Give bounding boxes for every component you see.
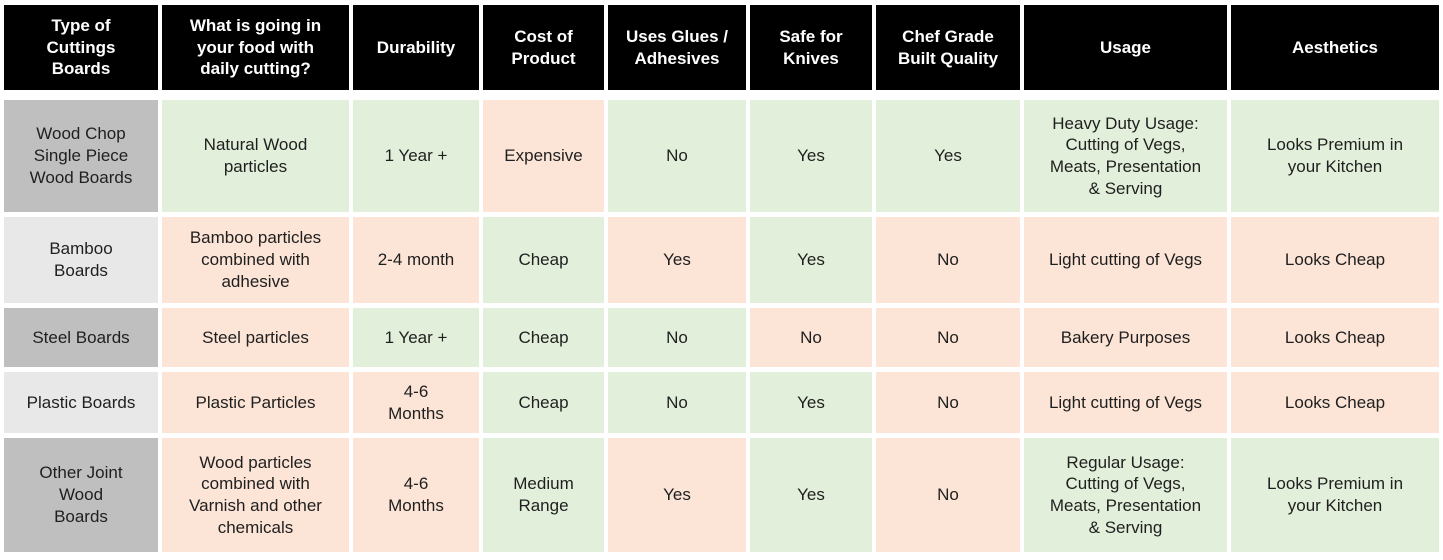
cell-bamboo-knives: Yes — [750, 217, 872, 303]
cell-other-joint-wood-durability: 4-6 Months — [353, 438, 479, 552]
cell-other-joint-wood-food: Wood particles combined with Varnish and… — [162, 438, 349, 552]
row-header-steel: Steel Boards — [4, 308, 158, 367]
cell-steel-cost: Cheap — [483, 308, 604, 367]
column-header-food: What is going in your food with daily cu… — [162, 5, 349, 95]
cell-bamboo-aesthetics: Looks Cheap — [1231, 217, 1439, 303]
cell-steel-food: Steel particles — [162, 308, 349, 367]
cell-bamboo-food: Bamboo particles combined with adhesive — [162, 217, 349, 303]
cell-plastic-durability: 4-6 Months — [353, 372, 479, 433]
column-header-glues: Uses Glues / Adhesives — [608, 5, 746, 95]
cell-bamboo-glues: Yes — [608, 217, 746, 303]
cell-wood-chop-single-piece-aesthetics: Looks Premium in your Kitchen — [1231, 100, 1439, 212]
cell-plastic-chef-grade: No — [876, 372, 1020, 433]
cell-plastic-food: Plastic Particles — [162, 372, 349, 433]
cell-other-joint-wood-knives: Yes — [750, 438, 872, 552]
cell-wood-chop-single-piece-knives: Yes — [750, 100, 872, 212]
row-header-plastic: Plastic Boards — [4, 372, 158, 433]
cell-bamboo-chef-grade: No — [876, 217, 1020, 303]
cell-other-joint-wood-chef-grade: No — [876, 438, 1020, 552]
column-header-type: Type of Cuttings Boards — [4, 5, 158, 95]
column-header-durability: Durability — [353, 5, 479, 95]
column-header-aesthetics: Aesthetics — [1231, 5, 1439, 95]
cell-bamboo-durability: 2-4 month — [353, 217, 479, 303]
cell-plastic-glues: No — [608, 372, 746, 433]
cell-bamboo-usage: Light cutting of Vegs — [1024, 217, 1227, 303]
cell-plastic-cost: Cheap — [483, 372, 604, 433]
cell-other-joint-wood-cost: Medium Range — [483, 438, 604, 552]
cell-wood-chop-single-piece-glues: No — [608, 100, 746, 212]
cell-other-joint-wood-aesthetics: Looks Premium in your Kitchen — [1231, 438, 1439, 552]
row-header-other-joint-wood: Other Joint Wood Boards — [4, 438, 158, 552]
cell-wood-chop-single-piece-food: Natural Wood particles — [162, 100, 349, 212]
cell-wood-chop-single-piece-chef-grade: Yes — [876, 100, 1020, 212]
cell-plastic-usage: Light cutting of Vegs — [1024, 372, 1227, 433]
column-header-knives: Safe for Knives — [750, 5, 872, 95]
column-header-chef-grade: Chef Grade Built Quality — [876, 5, 1020, 95]
row-header-wood-chop-single-piece: Wood Chop Single Piece Wood Boards — [4, 100, 158, 212]
cell-steel-usage: Bakery Purposes — [1024, 308, 1227, 367]
cell-other-joint-wood-glues: Yes — [608, 438, 746, 552]
cell-steel-aesthetics: Looks Cheap — [1231, 308, 1439, 367]
cell-plastic-knives: Yes — [750, 372, 872, 433]
column-header-cost: Cost of Product — [483, 5, 604, 95]
cell-steel-durability: 1 Year + — [353, 308, 479, 367]
cell-plastic-aesthetics: Looks Cheap — [1231, 372, 1439, 433]
cell-steel-knives: No — [750, 308, 872, 367]
column-header-usage: Usage — [1024, 5, 1227, 95]
cell-wood-chop-single-piece-cost: Expensive — [483, 100, 604, 212]
cell-steel-glues: No — [608, 308, 746, 367]
cell-wood-chop-single-piece-durability: 1 Year + — [353, 100, 479, 212]
row-header-bamboo: Bamboo Boards — [4, 217, 158, 303]
cell-bamboo-cost: Cheap — [483, 217, 604, 303]
cell-steel-chef-grade: No — [876, 308, 1020, 367]
cell-wood-chop-single-piece-usage: Heavy Duty Usage: Cutting of Vegs, Meats… — [1024, 100, 1227, 212]
cell-other-joint-wood-usage: Regular Usage: Cutting of Vegs, Meats, P… — [1024, 438, 1227, 552]
